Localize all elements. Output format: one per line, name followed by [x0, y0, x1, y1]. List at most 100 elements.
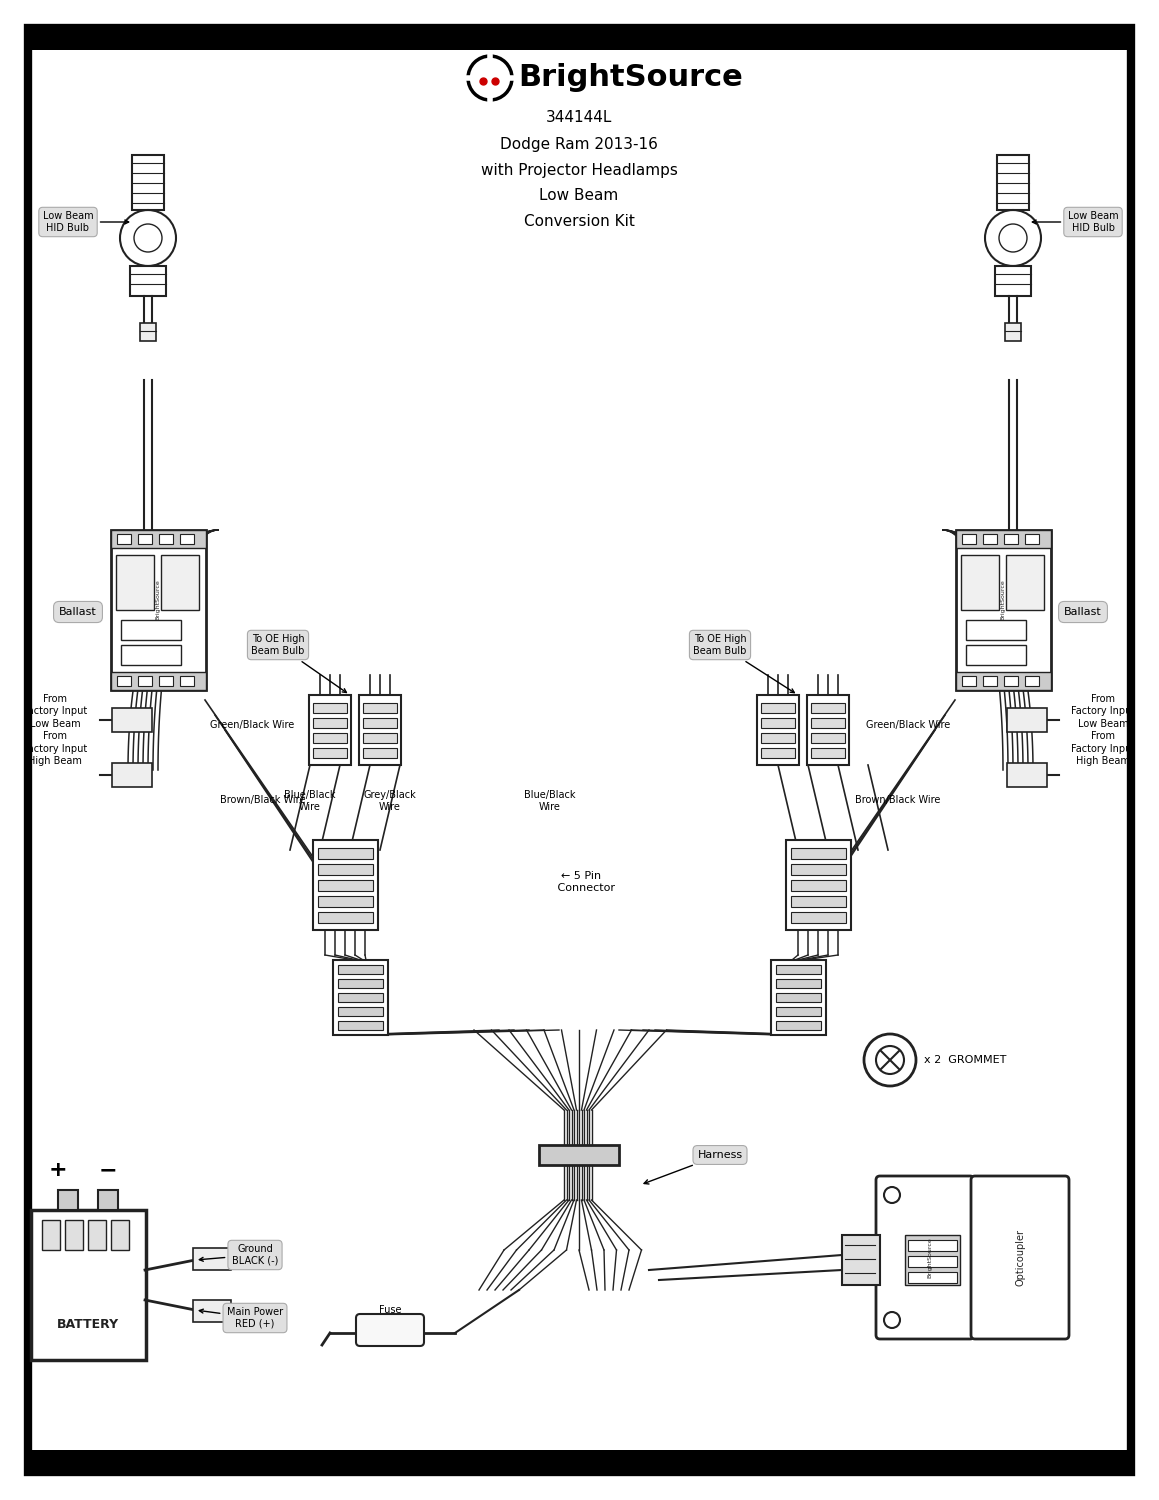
Bar	[28, 28, 1131, 50]
Bar	[318, 864, 373, 874]
Text: BrightSource: BrightSource	[155, 579, 160, 621]
Text: Low Beam
HID Bulb: Low Beam HID Bulb	[43, 211, 129, 232]
Bar	[983, 534, 997, 544]
Bar	[841, 1234, 880, 1286]
Text: Main Power
RED (+): Main Power RED (+)	[199, 1306, 283, 1329]
Bar	[1007, 708, 1047, 732]
Bar	[42, 1220, 60, 1250]
Bar	[994, 266, 1032, 296]
Text: To OE High
Beam Bulb: To OE High Beam Bulb	[252, 634, 347, 693]
Bar	[112, 764, 152, 788]
Text: Blue/Black
Wire: Blue/Black Wire	[524, 790, 576, 812]
Text: Ballast: Ballast	[1064, 608, 1102, 616]
Text: From
Factory Input
Low Beam
From
Factory Input
High Beam: From Factory Input Low Beam From Factory…	[1071, 694, 1135, 766]
Text: BrightSource: BrightSource	[927, 1238, 933, 1278]
Bar	[338, 993, 382, 1002]
Text: with Projector Headlamps: with Projector Headlamps	[481, 162, 678, 177]
Bar	[956, 530, 1051, 548]
Bar	[811, 704, 845, 712]
Bar	[961, 555, 999, 610]
FancyBboxPatch shape	[876, 1176, 974, 1340]
Bar	[965, 645, 1026, 664]
Bar	[790, 847, 846, 859]
Bar	[194, 1248, 231, 1270]
Bar	[807, 694, 850, 765]
Bar	[962, 534, 976, 544]
Bar	[905, 1234, 960, 1286]
Bar	[140, 322, 156, 340]
Bar	[907, 1256, 957, 1268]
Bar	[811, 748, 845, 758]
Text: ← 5 Pin
   Connector: ← 5 Pin Connector	[547, 871, 615, 892]
Bar	[318, 896, 373, 908]
Bar	[313, 748, 347, 758]
Bar	[313, 840, 378, 930]
Bar	[161, 555, 199, 610]
Bar	[1025, 676, 1038, 686]
Bar	[786, 840, 851, 930]
Bar	[1004, 534, 1018, 544]
Bar	[777, 1022, 821, 1031]
Text: Brown/Black Wire: Brown/Black Wire	[854, 795, 940, 806]
Text: +: +	[49, 1160, 67, 1180]
Text: Low Beam
HID Bulb: Low Beam HID Bulb	[1033, 211, 1118, 232]
Bar	[180, 676, 194, 686]
Text: BATTERY: BATTERY	[57, 1318, 119, 1332]
Bar	[1007, 764, 1047, 788]
Text: Conversion Kit: Conversion Kit	[524, 214, 634, 230]
Bar	[1004, 676, 1018, 686]
Text: Green/Black Wire: Green/Black Wire	[210, 720, 294, 730]
Bar	[956, 672, 1051, 690]
Text: Dodge Ram 2013-16: Dodge Ram 2013-16	[500, 136, 658, 152]
Text: Low Beam: Low Beam	[539, 189, 619, 204]
Bar	[790, 912, 846, 922]
Bar	[956, 530, 1051, 690]
Bar	[28, 1450, 1131, 1472]
Text: BrightSource: BrightSource	[1000, 579, 1006, 621]
Text: Blue/Black
Wire: Blue/Black Wire	[284, 790, 336, 812]
Text: 344144L: 344144L	[546, 111, 612, 126]
Bar	[88, 1220, 105, 1250]
Bar	[333, 960, 388, 1035]
Bar	[338, 980, 382, 988]
Bar	[338, 1022, 382, 1031]
Bar	[111, 1220, 129, 1250]
Bar	[811, 734, 845, 742]
Bar	[363, 718, 398, 728]
Bar	[112, 708, 152, 732]
Bar	[777, 993, 821, 1002]
Bar	[983, 676, 997, 686]
Text: To OE High
Beam Bulb: To OE High Beam Bulb	[693, 634, 794, 693]
Bar	[1025, 534, 1038, 544]
Bar	[132, 154, 165, 210]
Bar	[363, 704, 398, 712]
Bar	[116, 555, 154, 610]
Bar	[1006, 555, 1044, 610]
Bar	[111, 530, 206, 548]
Text: Fuse: Fuse	[379, 1305, 401, 1316]
Bar	[318, 880, 373, 891]
Text: Green/Black Wire: Green/Black Wire	[866, 720, 950, 730]
Bar	[777, 1007, 821, 1016]
Bar	[338, 964, 382, 974]
Bar	[962, 676, 976, 686]
Bar	[1005, 322, 1021, 340]
Bar	[309, 694, 351, 765]
Bar	[121, 645, 181, 664]
Bar	[771, 960, 826, 1035]
Bar	[965, 620, 1026, 640]
Bar	[359, 694, 401, 765]
Bar	[111, 530, 206, 690]
Bar	[159, 676, 173, 686]
Bar	[313, 734, 347, 742]
Text: BrightSource: BrightSource	[518, 63, 743, 93]
Bar	[111, 672, 206, 690]
FancyBboxPatch shape	[356, 1314, 424, 1346]
Text: −: −	[99, 1160, 117, 1180]
Bar	[338, 1007, 382, 1016]
Bar	[761, 748, 795, 758]
Bar	[99, 1190, 118, 1210]
Bar	[757, 694, 799, 765]
Bar	[121, 620, 181, 640]
Bar	[117, 534, 131, 544]
